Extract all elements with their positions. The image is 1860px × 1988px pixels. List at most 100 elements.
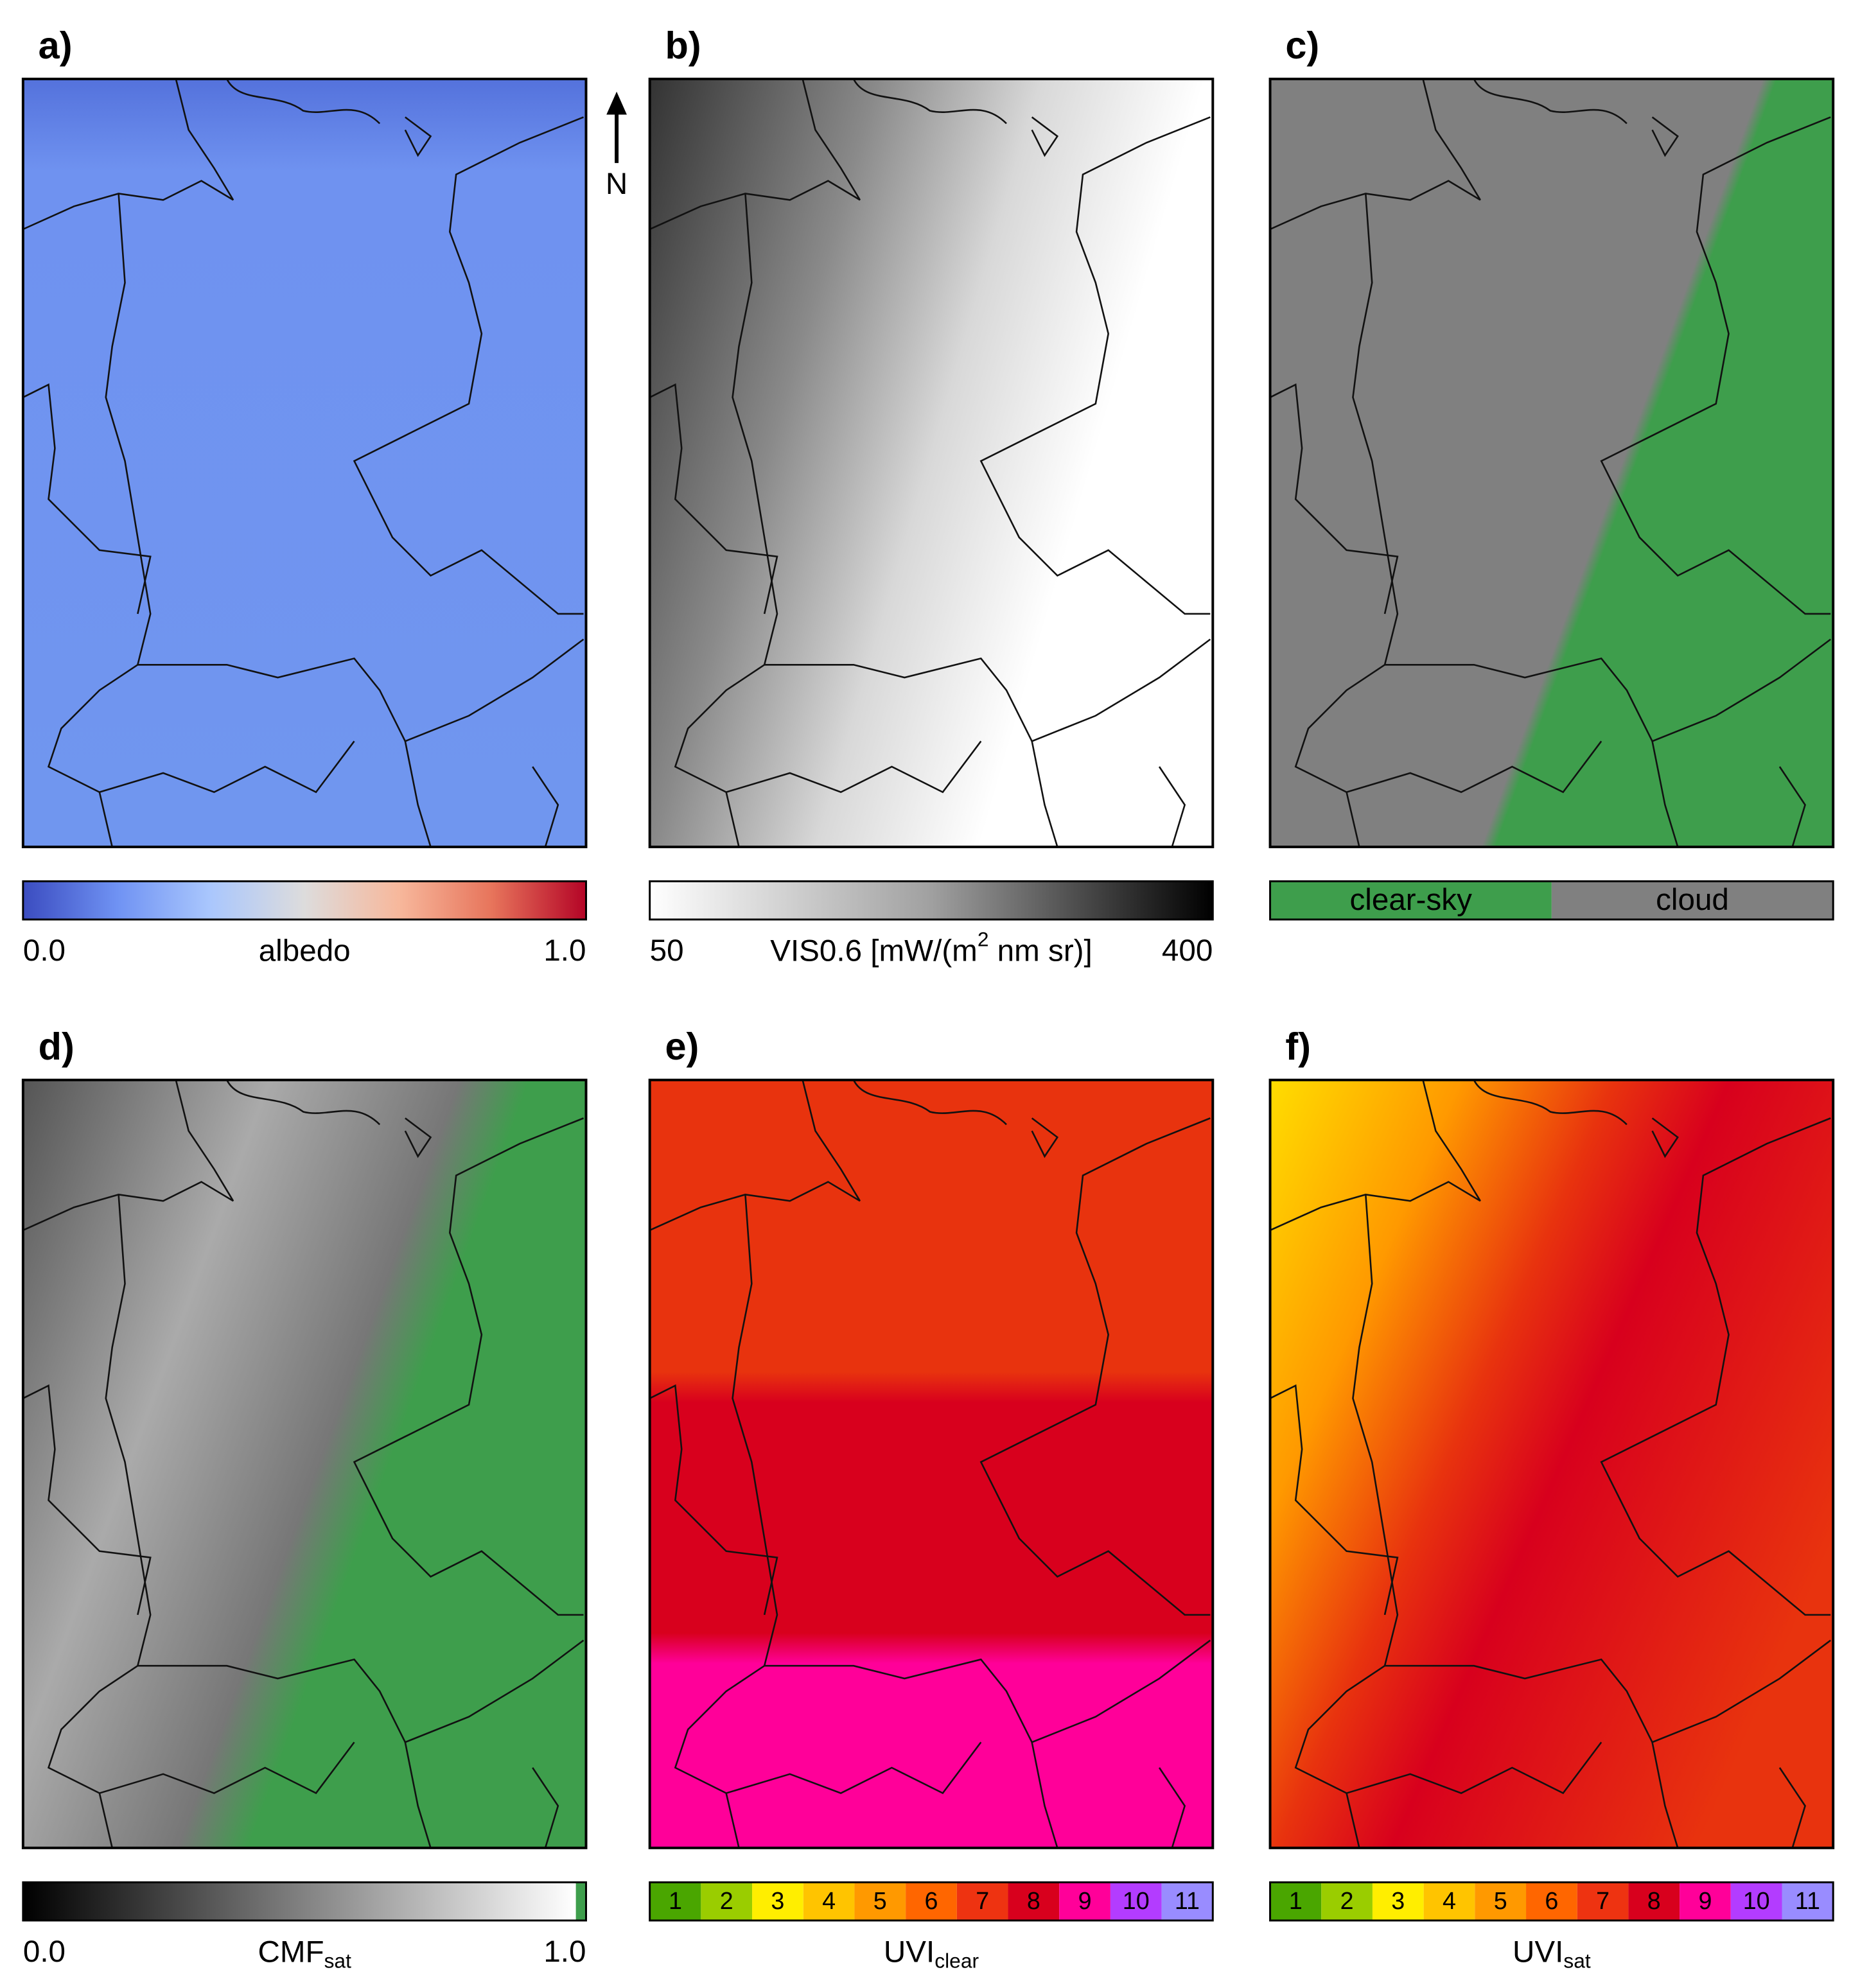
colorbar-min: 50 xyxy=(650,934,684,968)
panel-label: d) xyxy=(39,1025,75,1068)
class-label: 4 xyxy=(822,1887,836,1914)
class-swatch xyxy=(956,1882,1008,1921)
map-image xyxy=(1270,1079,1834,1848)
panel-label: a) xyxy=(39,24,73,67)
colorbar-title: albedo xyxy=(259,934,351,968)
class-label: 10 xyxy=(1123,1887,1150,1914)
map-image xyxy=(22,1079,586,1848)
map-frame xyxy=(648,77,1215,848)
class-swatch xyxy=(1372,1882,1424,1921)
panel: d) 0.0 1.0 CMFsat xyxy=(21,1025,588,1973)
class-label: 8 xyxy=(1647,1887,1661,1914)
colorbar-frame xyxy=(1269,880,1834,921)
panel: b) 50 400 VIS0.6 [mW/(m2 nm sr)] xyxy=(648,24,1215,968)
class-label: 6 xyxy=(925,1887,938,1914)
colorbar-end xyxy=(575,1882,586,1921)
class-label: 3 xyxy=(1391,1887,1405,1914)
map-image xyxy=(649,1079,1213,1848)
colorbar xyxy=(22,881,586,920)
title-sub: clear xyxy=(934,1949,979,1973)
title-sub: sat xyxy=(324,1949,351,1973)
colorbar-frame xyxy=(649,1881,1214,1922)
class-swatch xyxy=(649,1882,701,1921)
colorbar-frame xyxy=(1269,1881,1834,1922)
class-swatch xyxy=(854,1882,906,1921)
panel: c) clear-sky cloud xyxy=(1268,24,1835,921)
class-swatch xyxy=(1161,1882,1213,1921)
class-swatch xyxy=(701,1882,753,1921)
colorbar-min: 0.0 xyxy=(23,1935,66,1969)
title-text: albedo xyxy=(259,934,351,968)
panel: f) 1 2 3 4 5 6 7 8 9 10 11 UVIsat xyxy=(1268,1025,1835,1973)
class-swatch xyxy=(1680,1882,1731,1921)
panel-label: b) xyxy=(665,24,701,67)
colorbar-max: 1.0 xyxy=(543,934,586,968)
panel: e) 1 2 3 4 5 6 7 8 9 10 11 UVIclear xyxy=(648,1025,1215,1973)
class-label: 5 xyxy=(1494,1887,1507,1914)
north-label: N xyxy=(606,167,627,201)
colorbar-frame xyxy=(649,880,1214,921)
class-swatch xyxy=(1577,1882,1629,1921)
map-frame xyxy=(648,1078,1215,1849)
map-frame xyxy=(21,77,588,848)
legend-swatch xyxy=(1270,881,1552,920)
class-swatch xyxy=(1270,1882,1322,1921)
map-frame xyxy=(1268,77,1835,848)
class-label: 2 xyxy=(1340,1887,1354,1914)
colorbar-title: UVIsat xyxy=(1513,1935,1591,1973)
class-label: 9 xyxy=(1078,1887,1092,1914)
colorbar-max: 1.0 xyxy=(543,1935,586,1969)
class-label: 6 xyxy=(1545,1887,1558,1914)
colorbar-title: UVIclear xyxy=(884,1935,979,1973)
colorbar-title: VIS0.6 [mW/(m2 nm sr)] xyxy=(770,928,1092,968)
colorbar-frame xyxy=(22,1881,587,1922)
class-label: 7 xyxy=(1596,1887,1610,1914)
class-label: 8 xyxy=(1027,1887,1040,1914)
map-frame xyxy=(21,1078,588,1849)
title-text: CMF xyxy=(258,1935,324,1969)
title-text: UVI xyxy=(884,1935,934,1969)
class-label: 4 xyxy=(1443,1887,1456,1914)
class-label: 3 xyxy=(771,1887,784,1914)
class-label: 10 xyxy=(1743,1887,1770,1914)
class-swatch xyxy=(1782,1882,1834,1921)
colorbar-min: 0.0 xyxy=(23,934,66,968)
class-swatch xyxy=(1526,1882,1577,1921)
title-text: VIS0.6 [mW/(m xyxy=(770,934,978,968)
class-swatch xyxy=(1008,1882,1060,1921)
colorbar-title: CMFsat xyxy=(258,1935,351,1973)
colorbar-frame xyxy=(22,880,587,921)
class-swatch xyxy=(906,1882,957,1921)
class-swatch xyxy=(1110,1882,1162,1921)
panel-label: f) xyxy=(1285,1025,1311,1068)
panel-label: e) xyxy=(665,1025,699,1068)
colorbar-max: 400 xyxy=(1162,934,1213,968)
legend-swatch xyxy=(1551,881,1834,920)
class-label: 11 xyxy=(1175,1887,1200,1914)
class-label: 7 xyxy=(976,1887,989,1914)
map-image xyxy=(22,78,586,847)
map-image xyxy=(649,78,1213,847)
panel: a) 0.0 1.0 albedo xyxy=(21,24,588,968)
class-label: 9 xyxy=(1698,1887,1712,1914)
colorbar xyxy=(649,881,1213,920)
class-swatch xyxy=(752,1882,803,1921)
panel-label: c) xyxy=(1285,24,1319,67)
legend-label: cloud xyxy=(1656,883,1729,917)
class-swatch xyxy=(1730,1882,1782,1921)
colorbar xyxy=(22,1882,576,1921)
class-swatch xyxy=(1628,1882,1680,1921)
class-label: 11 xyxy=(1795,1887,1820,1914)
title-sub: sat xyxy=(1563,1949,1590,1973)
class-swatch xyxy=(1321,1882,1373,1921)
legend-label: clear-sky xyxy=(1350,883,1473,917)
map-image xyxy=(1270,78,1834,847)
title-sup: 2 xyxy=(978,928,989,951)
map-frame xyxy=(1268,1078,1835,1849)
title-tail: nm sr)] xyxy=(988,934,1092,968)
title-text: UVI xyxy=(1513,1935,1563,1969)
class-label: 1 xyxy=(669,1887,682,1914)
class-label: 5 xyxy=(873,1887,887,1914)
